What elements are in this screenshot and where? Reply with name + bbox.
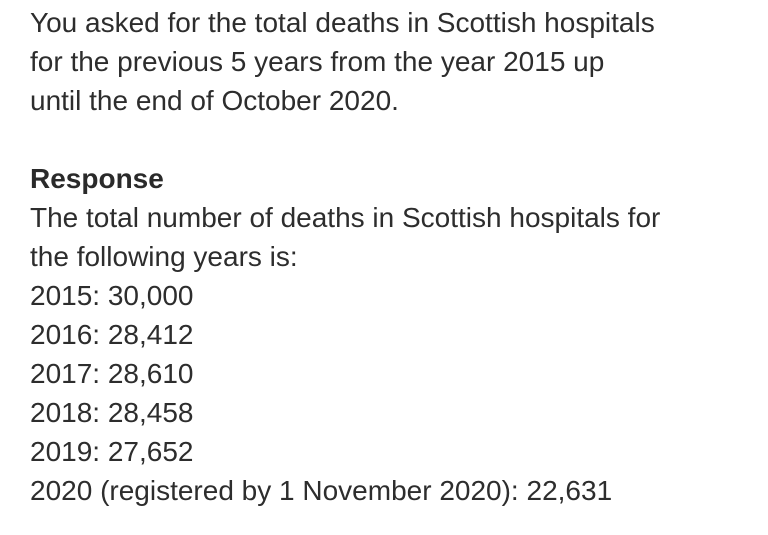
yearly-death-line: 2018: 28,458	[30, 397, 194, 428]
request-line: You asked for the total deaths in Scotti…	[30, 7, 655, 38]
response-heading: Response	[30, 163, 164, 194]
yearly-death-line: 2016: 28,412	[30, 319, 194, 350]
yearly-deaths-list: 2015: 30,000 2016: 28,412 2017: 28,610 2…	[30, 276, 748, 510]
yearly-death-line: 2017: 28,610	[30, 358, 194, 389]
yearly-death-line: 2015: 30,000	[30, 280, 194, 311]
request-line: until the end of October 2020.	[30, 85, 399, 116]
yearly-death-line: 2020 (registered by 1 November 2020): 22…	[30, 475, 613, 506]
paragraph-spacer	[30, 120, 748, 159]
foi-response-document: You asked for the total deaths in Scotti…	[30, 3, 748, 510]
response-intro: The total number of deaths in Scottish h…	[30, 198, 748, 276]
request-line: for the previous 5 years from the year 2…	[30, 46, 605, 77]
request-paragraph: You asked for the total deaths in Scotti…	[30, 3, 748, 120]
response-intro-line: the following years is:	[30, 241, 298, 272]
response-intro-line: The total number of deaths in Scottish h…	[30, 202, 661, 233]
yearly-death-line: 2019: 27,652	[30, 436, 194, 467]
